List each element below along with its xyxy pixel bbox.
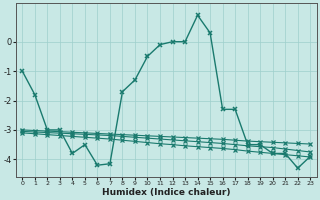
X-axis label: Humidex (Indice chaleur): Humidex (Indice chaleur): [102, 188, 230, 197]
